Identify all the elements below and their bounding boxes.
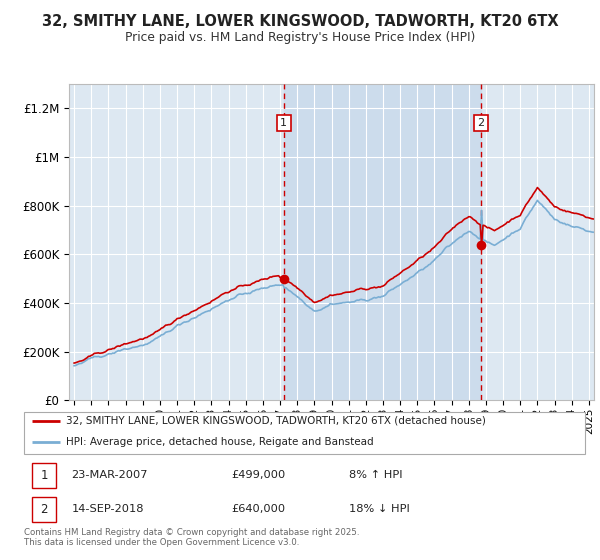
Text: 2: 2 (40, 503, 48, 516)
FancyBboxPatch shape (32, 497, 56, 522)
Text: 8% ↑ HPI: 8% ↑ HPI (349, 470, 403, 480)
Text: 32, SMITHY LANE, LOWER KINGSWOOD, TADWORTH, KT20 6TX (detached house): 32, SMITHY LANE, LOWER KINGSWOOD, TADWOR… (66, 416, 486, 426)
Text: Contains HM Land Registry data © Crown copyright and database right 2025.
This d: Contains HM Land Registry data © Crown c… (24, 528, 359, 547)
Text: £640,000: £640,000 (232, 505, 286, 515)
Text: 18% ↓ HPI: 18% ↓ HPI (349, 505, 410, 515)
Text: 1: 1 (40, 469, 48, 482)
FancyBboxPatch shape (32, 463, 56, 488)
Text: HPI: Average price, detached house, Reigate and Banstead: HPI: Average price, detached house, Reig… (66, 437, 374, 447)
Text: 14-SEP-2018: 14-SEP-2018 (71, 505, 144, 515)
Text: 1: 1 (280, 118, 287, 128)
Text: Price paid vs. HM Land Registry's House Price Index (HPI): Price paid vs. HM Land Registry's House … (125, 31, 475, 44)
Text: £499,000: £499,000 (232, 470, 286, 480)
Bar (284, 84, 481, 400)
FancyBboxPatch shape (24, 412, 585, 454)
Text: 2: 2 (478, 118, 484, 128)
Text: 23-MAR-2007: 23-MAR-2007 (71, 470, 148, 480)
Text: 32, SMITHY LANE, LOWER KINGSWOOD, TADWORTH, KT20 6TX: 32, SMITHY LANE, LOWER KINGSWOOD, TADWOR… (41, 14, 559, 29)
